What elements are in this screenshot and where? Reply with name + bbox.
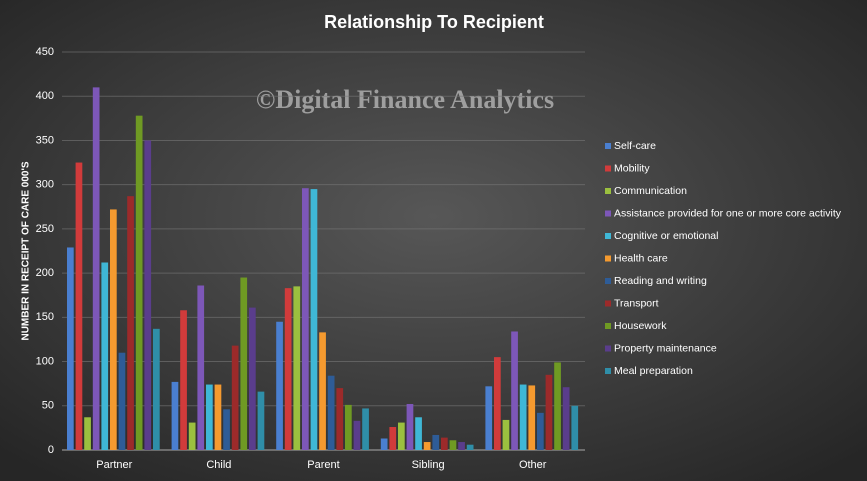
legend-label: Self-care — [614, 140, 656, 152]
y-tick-label: 200 — [36, 267, 54, 279]
bar — [458, 442, 465, 450]
bar — [528, 385, 536, 450]
bar — [432, 434, 440, 450]
bar — [135, 115, 143, 451]
x-tick-label: Other — [519, 459, 547, 471]
legend-label: Assistance provided for one or more core… — [614, 207, 842, 219]
bar — [519, 384, 527, 450]
x-tick-label: Child — [206, 459, 231, 471]
watermark: ©Digital Finance Analytics — [256, 85, 554, 114]
legend-marker — [605, 143, 611, 149]
bar — [353, 420, 361, 450]
bar — [562, 387, 570, 450]
bar — [554, 362, 561, 450]
bar — [92, 87, 100, 450]
legend-marker — [605, 278, 611, 284]
bar — [511, 331, 518, 450]
y-tick-label: 300 — [36, 179, 54, 191]
bar — [327, 375, 335, 450]
bar — [240, 277, 248, 450]
legend-marker — [605, 368, 611, 374]
bar — [180, 310, 187, 450]
x-tick-label: Parent — [307, 459, 339, 471]
bar — [257, 391, 265, 450]
bar — [302, 188, 309, 450]
legend-label: Mobility — [614, 162, 650, 174]
y-tick-label: 450 — [36, 46, 54, 58]
bar — [345, 404, 352, 450]
bar — [223, 409, 230, 450]
legend-label: Cognitive or emotional — [614, 230, 718, 242]
bar — [231, 345, 239, 450]
bar — [188, 422, 196, 450]
bar — [67, 247, 74, 450]
bar — [362, 408, 369, 450]
bar — [545, 374, 553, 450]
bar — [101, 262, 109, 450]
bar — [249, 307, 256, 450]
legend-marker — [605, 210, 611, 217]
bar — [197, 285, 205, 450]
x-tick-label: Partner — [96, 459, 132, 471]
legend-marker — [605, 233, 611, 239]
y-tick-label: 350 — [36, 134, 54, 146]
bar — [276, 321, 283, 450]
x-tick-label: Sibling — [412, 459, 445, 471]
legend-label: Housework — [614, 320, 667, 332]
bar — [502, 419, 510, 450]
legend-marker — [605, 345, 611, 352]
bar — [214, 384, 222, 450]
bar — [380, 438, 388, 450]
legend-label: Reading and writing — [614, 275, 707, 287]
bar — [118, 352, 126, 450]
bar — [466, 444, 474, 450]
bar — [449, 440, 457, 450]
bar — [389, 427, 397, 450]
legend-marker — [605, 188, 611, 194]
legend-marker — [605, 300, 611, 307]
y-tick-label: 100 — [36, 355, 54, 367]
bar — [537, 412, 544, 450]
bar — [406, 404, 414, 450]
bar — [171, 381, 179, 450]
legend-label: Meal preparation — [614, 365, 693, 377]
bar — [84, 417, 91, 450]
legend-marker — [605, 323, 611, 329]
y-tick-label: 400 — [36, 90, 54, 102]
bar — [284, 288, 292, 450]
bar — [153, 328, 160, 450]
legend-marker — [605, 255, 611, 262]
legend-marker — [605, 165, 611, 172]
legend-label: Transport — [614, 297, 659, 309]
bar — [310, 189, 318, 451]
y-tick-label: 150 — [36, 311, 54, 323]
bar — [144, 140, 152, 450]
chart-title: Relationship To Recipient — [324, 12, 544, 32]
bar — [571, 405, 579, 450]
bar — [398, 422, 405, 450]
bar — [415, 417, 422, 450]
legend-label: Communication — [614, 185, 687, 197]
y-axis-label: NUMBER IN RECEIPT OF CARE 000'S — [21, 161, 32, 340]
legend-label: Property maintenance — [614, 342, 717, 354]
bar — [336, 388, 344, 450]
bar — [441, 437, 448, 450]
bar — [485, 386, 493, 450]
y-tick-label: 50 — [42, 400, 54, 412]
bar — [494, 357, 501, 450]
bar — [75, 162, 83, 451]
bar — [206, 384, 213, 450]
bar — [423, 442, 431, 450]
bar — [127, 196, 134, 450]
y-tick-label: 0 — [48, 444, 54, 456]
bar — [319, 332, 326, 450]
legend-label: Health care — [614, 252, 668, 264]
bar — [293, 286, 301, 450]
y-tick-label: 250 — [36, 223, 54, 235]
bar — [110, 209, 117, 450]
